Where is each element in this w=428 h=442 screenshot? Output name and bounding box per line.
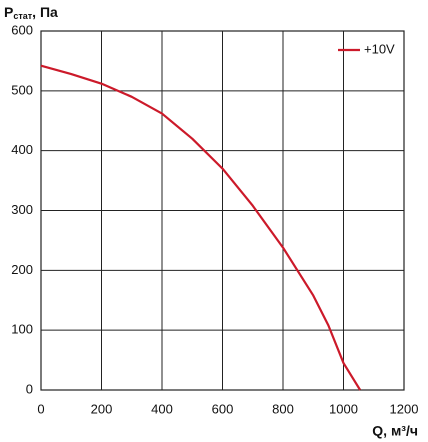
x-tick-label: 1000 xyxy=(329,401,358,416)
y-label-sub: стат xyxy=(13,11,32,21)
x-tick-label: 200 xyxy=(91,401,113,416)
y-tick-label: 600 xyxy=(11,22,33,37)
x-tick-label: 600 xyxy=(212,401,234,416)
x-tick-label: 800 xyxy=(272,401,294,416)
plot-frame xyxy=(40,30,405,391)
y-tick-label: 300 xyxy=(11,202,33,217)
y-axis-label: Pстат, Па xyxy=(4,4,58,22)
y-tick-label: 0 xyxy=(26,381,33,396)
y-tick-label: 500 xyxy=(11,82,33,97)
x-tick-label: 400 xyxy=(151,401,173,416)
y-tick-label: 200 xyxy=(11,262,33,277)
y-label-main: P xyxy=(4,4,13,20)
y-label-rest: , Па xyxy=(32,4,58,20)
x-tick-label: 0 xyxy=(37,401,44,416)
legend-label: +10V xyxy=(364,41,395,56)
x-tick-label: 1200 xyxy=(390,401,419,416)
y-tick-label: 400 xyxy=(11,142,33,157)
data-line xyxy=(40,64,362,391)
x-axis-label: Q, м³/ч xyxy=(372,423,418,439)
y-tick-label: 100 xyxy=(11,322,33,337)
